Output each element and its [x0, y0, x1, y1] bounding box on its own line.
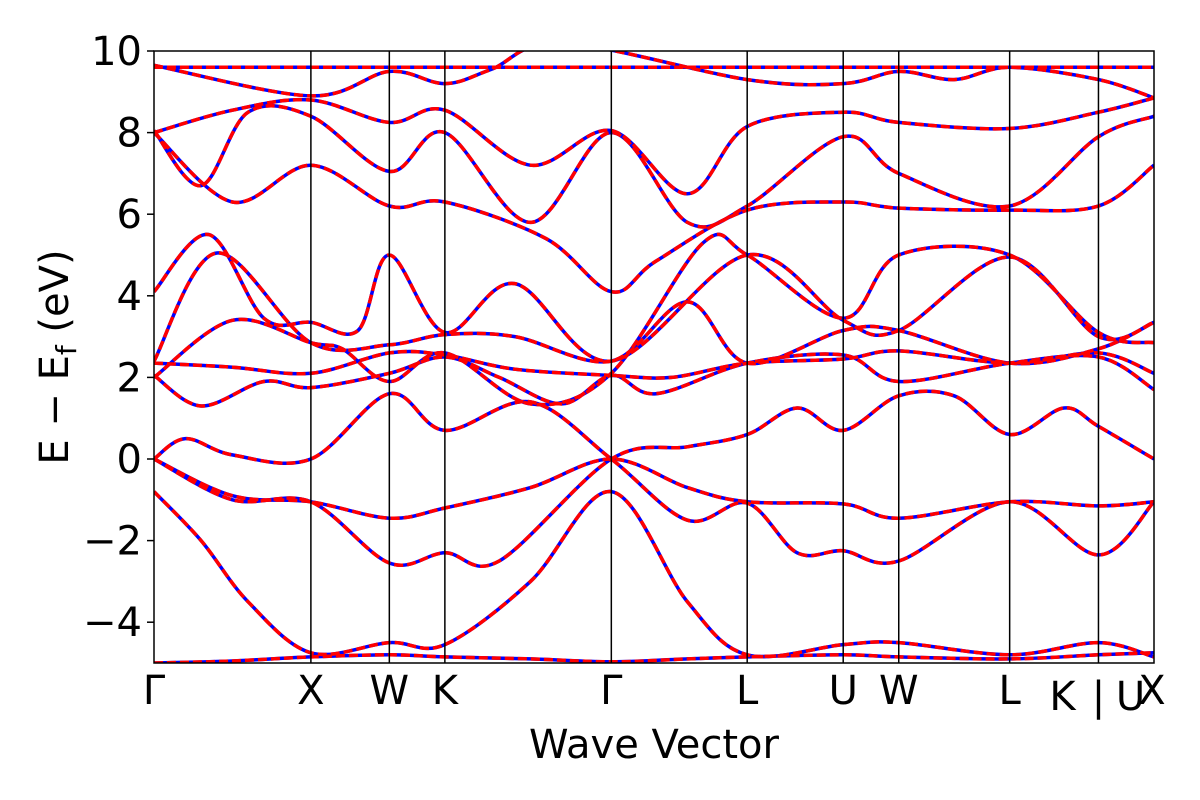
- x-tick-label: L: [999, 668, 1022, 714]
- x-tick-label: |: [1092, 674, 1105, 720]
- x-axis: Γ X W K Γ L U W L K | UX: [143, 668, 1166, 720]
- band-line-red-11: [154, 104, 1154, 229]
- band-line-blue-3: [154, 389, 1154, 568]
- band-line-red-6: [154, 349, 1154, 380]
- band-line-red-7: [154, 232, 1154, 407]
- band-line-red-2: [154, 457, 1154, 521]
- x-tick-label: K: [432, 668, 460, 714]
- x-tick-label: X: [297, 668, 324, 714]
- x-axis-label: Wave Vector: [529, 722, 780, 768]
- band-line-blue-8: [154, 251, 1154, 366]
- y-tick-label: −4: [83, 600, 142, 646]
- y-tick-label: 0: [117, 437, 142, 483]
- y-axis: −4 −2 0 2 4 6 8 10: [83, 29, 154, 646]
- band-line-red-9: [154, 232, 1154, 363]
- y-tick-label: 4: [117, 274, 142, 320]
- band-line-blue-10: [154, 131, 1154, 294]
- band-line-red-4: [154, 391, 1154, 565]
- y-axis-label-main: E − E: [32, 355, 78, 465]
- x-tick-label: X: [1138, 668, 1165, 714]
- x-tick-label: Γ: [600, 668, 623, 714]
- x-tick-label: W: [370, 668, 410, 714]
- x-tick-label: L: [736, 668, 759, 714]
- y-axis-label-subscript: f: [50, 344, 83, 355]
- band-line-red-1: [154, 489, 1154, 659]
- y-tick-label: 10: [91, 29, 142, 75]
- y-axis-label: E − Ef (eV): [32, 249, 83, 464]
- band-line-blue-2: [154, 457, 1154, 521]
- band-lines: [154, 51, 1154, 663]
- y-tick-label: −2: [83, 519, 142, 565]
- band-line-red-10: [154, 131, 1154, 294]
- y-axis-label-unit: (eV): [32, 249, 78, 345]
- plot-frame: [153, 50, 1155, 664]
- x-tick-label: W: [879, 668, 919, 714]
- x-tick-label: K: [1049, 674, 1077, 720]
- band-line-red-14: [154, 51, 1154, 100]
- band-line-blue-4: [154, 391, 1154, 565]
- x-tick-label: U: [829, 668, 858, 714]
- x-tick-label: Γ: [143, 668, 166, 714]
- y-tick-label: 2: [117, 355, 142, 401]
- y-tick-label: 6: [117, 192, 142, 238]
- high-symmetry-lines: [310, 51, 1100, 663]
- band-line-red-8: [154, 251, 1154, 366]
- band-line-red-0: [154, 651, 1154, 663]
- x-tick-label: U: [1116, 674, 1145, 720]
- band-line-red-5: [154, 352, 1154, 408]
- band-line-blue-1: [154, 489, 1154, 659]
- band-line-red-3: [154, 389, 1154, 568]
- band-line-red-12: [154, 96, 1154, 196]
- y-tick-label: 8: [117, 111, 142, 157]
